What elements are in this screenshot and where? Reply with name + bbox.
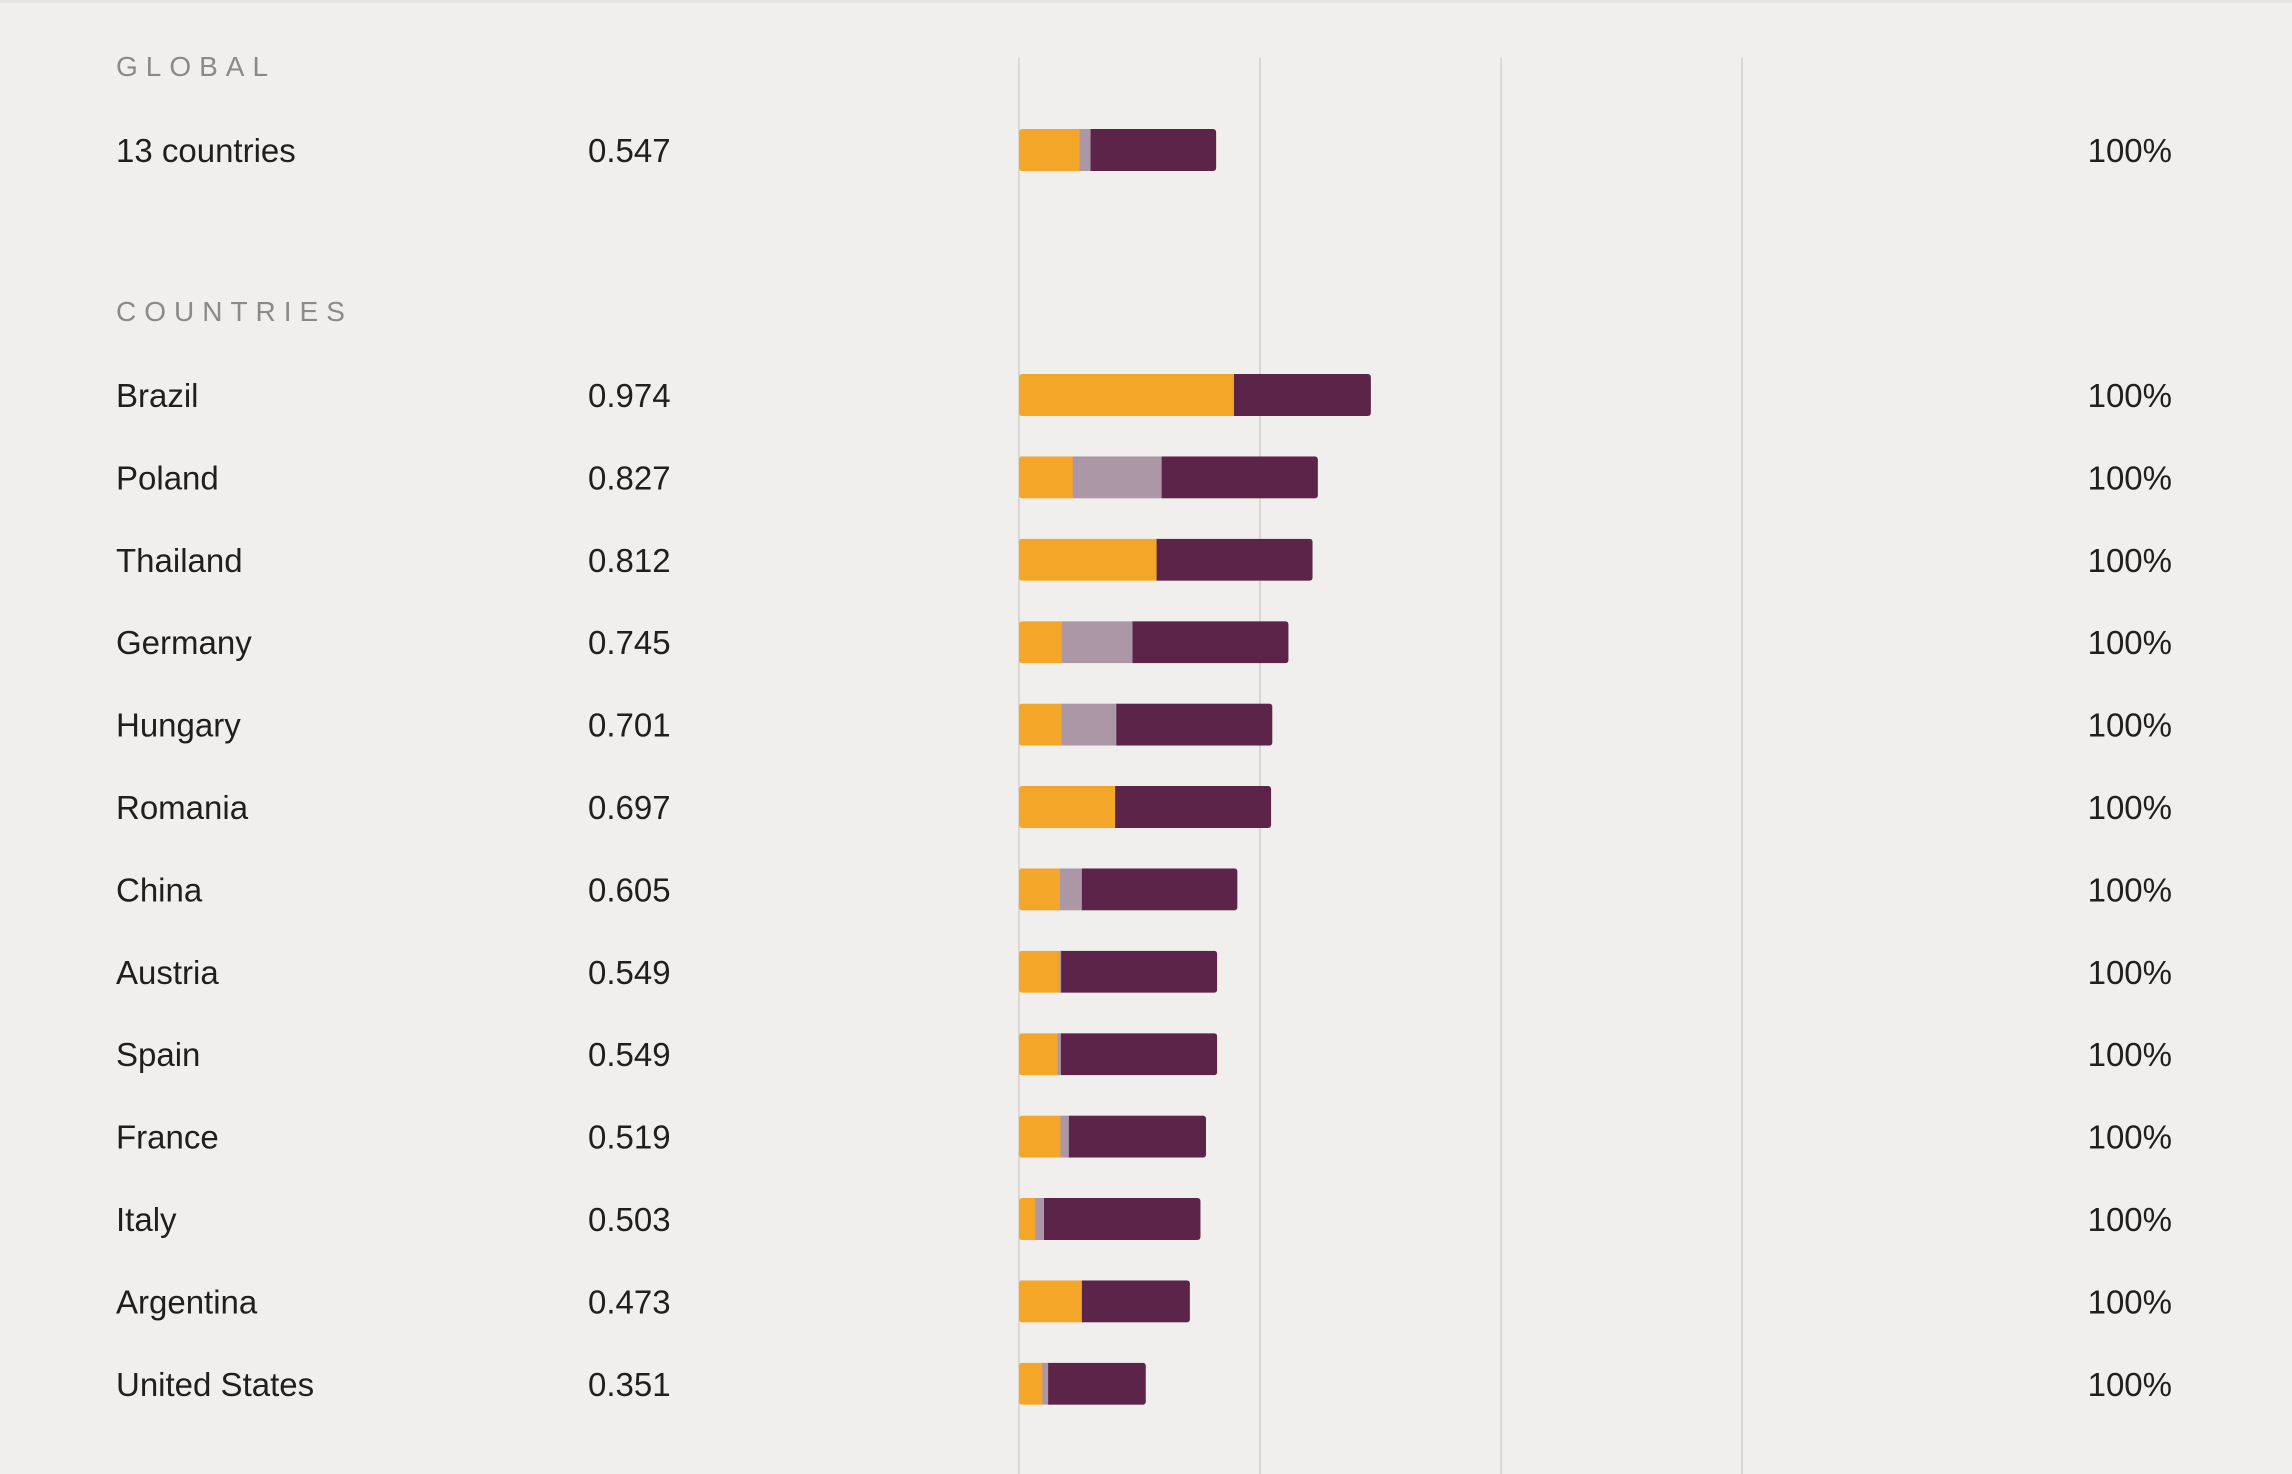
row-percent: 100%: [2088, 1366, 2172, 1403]
row-percent: 100%: [2088, 1283, 2172, 1320]
bar-segment-1: [1019, 950, 1060, 993]
row-value: 0.827: [588, 459, 671, 496]
row-percent: 100%: [2088, 624, 2172, 661]
row-label: Thailand: [116, 542, 243, 579]
bar-segment-2: [1079, 129, 1092, 171]
bar-segment-3: [1116, 703, 1273, 746]
stacked-bar: [1019, 868, 1238, 911]
stacked-bar: [1019, 374, 1371, 416]
row-value: 0.549: [588, 1036, 671, 1073]
bar-segment-1: [1019, 456, 1074, 499]
bar-segment-3: [1156, 538, 1313, 581]
top-divider: [0, 0, 2292, 3]
row-label: Austria: [116, 954, 219, 991]
bar-segment-2: [1035, 1198, 1045, 1240]
bar-segment-3: [1161, 456, 1318, 499]
bar-segment-1: [1019, 1115, 1061, 1158]
bar-segment-2: [1042, 1362, 1049, 1405]
row-value: 0.547: [588, 132, 671, 169]
row-value: 0.503: [588, 1201, 671, 1238]
bar-segment-2: [1072, 456, 1163, 499]
bar-segment-3: [1090, 129, 1217, 171]
bar-segment-1: [1019, 621, 1063, 664]
stacked-bar: [1019, 1280, 1190, 1323]
row-label: Spain: [116, 1036, 200, 1073]
row-label: China: [116, 871, 203, 908]
section-title: COUNTRIES: [116, 296, 353, 327]
bar-segment-1: [1019, 1198, 1036, 1240]
bar-segment-2: [1062, 621, 1134, 664]
bar-segment-1: [1019, 786, 1116, 828]
row-label: Brazil: [116, 377, 199, 414]
row-value: 0.701: [588, 707, 671, 744]
stacked-bar: [1019, 1033, 1218, 1076]
bar-segment-3: [1068, 1115, 1207, 1158]
row-value: 0.605: [588, 871, 671, 908]
section-title: GLOBAL: [116, 51, 276, 82]
row-label: Italy: [116, 1201, 177, 1238]
bar-segment-2: [1059, 868, 1083, 911]
row-percent: 100%: [2088, 954, 2172, 991]
row-percent: 100%: [2088, 789, 2172, 826]
row-label: Argentina: [116, 1283, 258, 1320]
bar-segment-1: [1019, 1280, 1083, 1323]
bar-segment-1: [1019, 703, 1063, 746]
row-value: 0.697: [588, 789, 671, 826]
bar-segment-3: [1060, 1033, 1218, 1076]
bar-segment-3: [1044, 1198, 1201, 1240]
row-percent: 100%: [2088, 1036, 2172, 1073]
row-value: 0.974: [588, 377, 671, 414]
row-label: France: [116, 1119, 219, 1156]
bar-segment-3: [1081, 868, 1238, 911]
bar-segment-3: [1048, 1362, 1146, 1405]
row-percent: 100%: [2088, 542, 2172, 579]
stacked-bar: [1019, 1115, 1207, 1158]
stacked-bar: [1019, 950, 1218, 993]
row-value: 0.745: [588, 624, 671, 661]
row-percent: 100%: [2088, 707, 2172, 744]
row-percent: 100%: [2088, 871, 2172, 908]
stacked-bar: [1019, 621, 1289, 664]
bar-segment-1: [1019, 1362, 1043, 1405]
bar-segment-2: [1060, 1115, 1070, 1158]
row-value: 0.549: [588, 954, 671, 991]
row-label: United States: [116, 1366, 314, 1403]
bar-segment-1: [1019, 868, 1061, 911]
row-label: Poland: [116, 459, 219, 496]
stacked-bar: [1019, 129, 1217, 171]
row-label: Hungary: [116, 707, 241, 744]
bar-segment-2: [1059, 950, 1062, 993]
bar-segment-1: [1019, 538, 1158, 581]
bar-segment-2: [1057, 1033, 1062, 1076]
bar-segment-3: [1115, 786, 1272, 828]
row-percent: 100%: [2088, 377, 2172, 414]
stacked-bar: [1019, 703, 1273, 746]
stacked-bar: [1019, 538, 1313, 581]
bar-segment-3: [1132, 621, 1289, 664]
row-label: Germany: [116, 624, 252, 661]
stacked-bar: [1019, 786, 1272, 828]
bar-segment-1: [1019, 129, 1080, 171]
row-value: 0.351: [588, 1366, 671, 1403]
bar-segment-2: [1061, 703, 1117, 746]
row-value: 0.519: [588, 1119, 671, 1156]
row-percent: 100%: [2088, 1119, 2172, 1156]
bar-segment-1: [1019, 1033, 1059, 1076]
stacked-bar: [1019, 1362, 1146, 1405]
row-label: Romania: [116, 789, 249, 826]
bar-segment-1: [1019, 374, 1235, 416]
row-percent: 100%: [2088, 1201, 2172, 1238]
row-percent: 100%: [2088, 132, 2172, 169]
bar-segment-3: [1061, 950, 1218, 993]
stacked-bar: [1019, 1198, 1201, 1240]
row-label: 13 countries: [116, 132, 296, 169]
row-percent: 100%: [2088, 459, 2172, 496]
stacked-bar: [1019, 456, 1318, 499]
row-value: 0.473: [588, 1283, 671, 1320]
bar-segment-3: [1081, 1280, 1190, 1323]
bar-segment-3: [1233, 374, 1371, 416]
row-value: 0.812: [588, 542, 671, 579]
